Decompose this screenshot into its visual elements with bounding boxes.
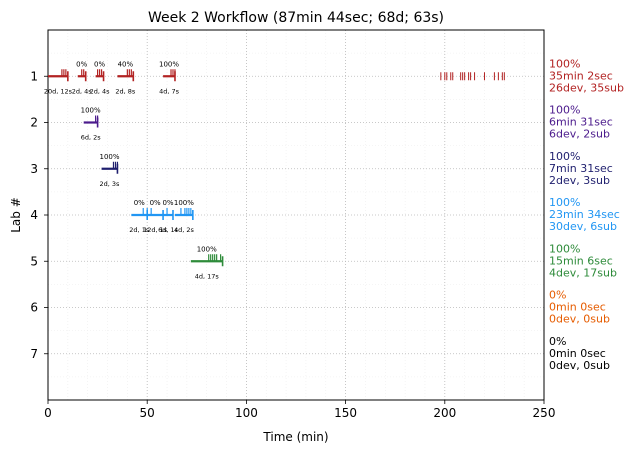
lab-summary-line: 6min 31sec <box>549 116 613 129</box>
grid <box>48 30 544 400</box>
lab-summary-line: 100% <box>549 57 580 70</box>
x-tick-label: 200 <box>433 406 456 420</box>
lab-summary-line: 100% <box>549 196 580 209</box>
lab-summary-line: 100% <box>549 242 580 255</box>
data-layer: 20d, 12s 0% 2d, 4s 0% 2d, 4s 40% 2d, 8s 100% 4d,… <box>44 60 505 280</box>
lab-summary-line: 7min 31sec <box>549 162 613 175</box>
lab-summary-line: 100% <box>549 104 580 117</box>
segment-percent-label: 100% <box>159 60 179 68</box>
x-tick-label: 0 <box>44 406 52 420</box>
segment-count-label: 20d, 12s <box>44 87 73 95</box>
x-axis-label: Time (min) <box>262 430 328 444</box>
segment-percent-label: 40% <box>118 60 134 68</box>
lab-summary-line: 0dev, 0sub <box>549 313 610 326</box>
chart-title: Week 2 Workflow (87min 44sec; 68d; 63s) <box>148 10 444 26</box>
segment-percent-label: 100% <box>174 199 194 207</box>
y-tick-label: 5 <box>30 254 38 268</box>
lab-summary-line: 6dev, 2sub <box>549 128 610 141</box>
segment-count-label: 2d, 3s <box>100 180 121 188</box>
lab-summary-line: 2dev, 3sub <box>549 174 610 187</box>
y-tick-label: 2 <box>30 116 38 130</box>
segment-count-label: 4d, 7s <box>159 87 180 95</box>
lab-summary-line: 0min 0sec <box>549 301 606 314</box>
lab-summary-line: 100% <box>549 150 580 163</box>
segment-percent-label: 0% <box>150 199 161 207</box>
axis-ticks: 0 50 100 150 200 250 1 2 3 4 5 6 7 <box>30 69 555 420</box>
segment-count-label: 4d, 2s <box>174 226 195 234</box>
lab-summary-line: 35min 2sec <box>549 69 613 82</box>
lab-summary-line: 0dev, 0sub <box>549 359 610 372</box>
lab-summary-line: 15min 6sec <box>549 254 613 267</box>
x-tick-label: 250 <box>533 406 556 420</box>
segment-percent-label: 100% <box>197 245 217 253</box>
segment-percent-label: 0% <box>162 199 173 207</box>
segment-count-label: 6d, 2s <box>81 134 102 142</box>
x-tick-label: 50 <box>140 406 155 420</box>
plot-frame <box>47 29 545 401</box>
segment-count-label: 6d, 1s <box>158 226 179 234</box>
lab-summary-line: 30dev, 6sub <box>549 220 617 233</box>
segment-percent-label: 0% <box>94 60 105 68</box>
y-tick-label: 1 <box>30 69 38 83</box>
y-tick-label: 7 <box>30 347 38 361</box>
x-tick-label: 150 <box>334 406 357 420</box>
segment-count-label: 12d, 1s <box>143 226 168 234</box>
segment-percent-label: 0% <box>76 60 87 68</box>
y-tick-label: 4 <box>30 208 38 222</box>
segment-count-label: 4d, 17s <box>195 272 220 280</box>
lab-summary-line: 4dev, 17sub <box>549 266 617 279</box>
segment-count-label: 2d, 1s <box>129 226 150 234</box>
lab-summary-line: 23min 34sec <box>549 208 620 221</box>
segment-count-label: 2d, 4s <box>90 87 111 95</box>
y-tick-label: 6 <box>30 301 38 315</box>
segment-count-label: 2d, 8s <box>115 87 136 95</box>
y-tick-label: 3 <box>30 162 38 176</box>
segment-percent-label: 100% <box>99 153 119 161</box>
segment-percent-label: 100% <box>81 107 101 115</box>
y-axis-label: Lab # <box>9 197 23 233</box>
lab-summary-line: 0% <box>549 289 566 302</box>
segment-count-label: 2d, 4s <box>72 87 93 95</box>
segment-percent-label: 0% <box>134 199 145 207</box>
x-tick-label: 100 <box>235 406 258 420</box>
lab-summary-line: 0% <box>549 335 566 348</box>
lab-summary-line: 26dev, 35sub <box>549 81 624 94</box>
lab-summary-line: 0min 0sec <box>549 347 606 360</box>
